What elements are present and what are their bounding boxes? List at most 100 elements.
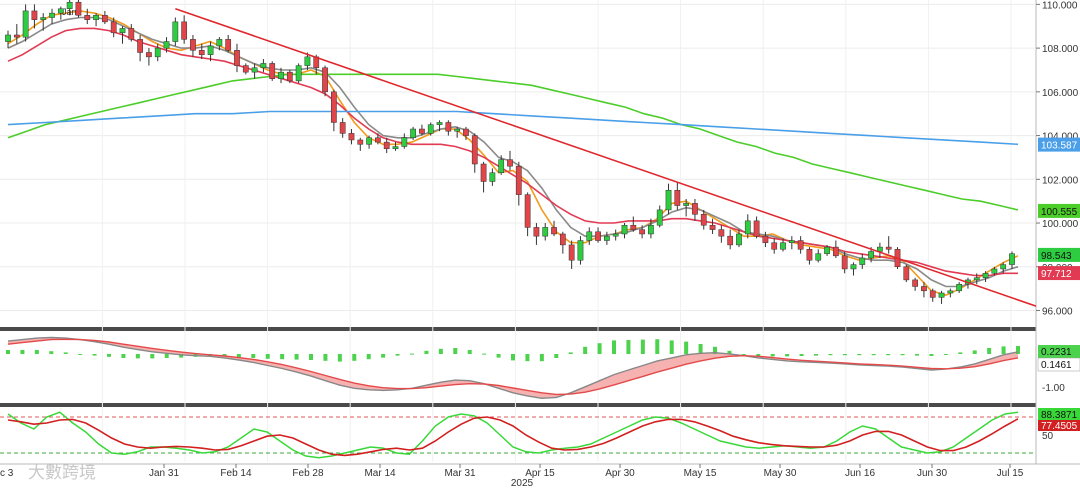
- macd-histogram-bar: [655, 339, 660, 354]
- watermark: 大數跨境: [28, 463, 96, 482]
- candle-body: [568, 244, 575, 261]
- date-tick-label-partial: Jan: [62, 7, 77, 17]
- price-tag: [1038, 266, 1080, 281]
- year-label: 2025: [511, 478, 534, 488]
- macd-histogram-bar: [554, 354, 559, 358]
- macd-histogram-bar: [323, 354, 328, 361]
- candle-body: [146, 52, 152, 58]
- candle-body: [181, 21, 188, 40]
- price-tick-label: 102.000: [1042, 175, 1079, 186]
- candle-body: [330, 91, 337, 123]
- candle-body: [718, 229, 725, 237]
- macd-histogram-bar: [467, 350, 472, 354]
- date-tick-label: Jun 30: [917, 468, 947, 479]
- candle-body: [339, 122, 346, 134]
- candle-body: [392, 146, 399, 149]
- candle-body: [709, 224, 716, 230]
- trendline: [175, 7, 1037, 307]
- macd-histogram-bar: [150, 354, 155, 359]
- macd-histogram-bar: [121, 354, 126, 358]
- candle-body: [736, 233, 742, 246]
- price-tag-label: 100.555: [1041, 207, 1078, 218]
- candle-body: [75, 1, 82, 16]
- candle-body: [498, 159, 505, 173]
- date-tick-label: Apr 15: [525, 468, 555, 479]
- macd-histogram-bar: [871, 354, 876, 356]
- candle-body: [868, 251, 874, 259]
- candle-body: [295, 65, 302, 82]
- macd-value-label: 0.2231: [1041, 347, 1072, 358]
- price-tick-label: 106.000: [1042, 88, 1079, 99]
- date-tick-label: Feb 28: [292, 468, 324, 479]
- candle-body: [278, 71, 284, 79]
- candle-body: [410, 128, 416, 139]
- macd-histogram-bar: [770, 354, 775, 357]
- macd-histogram-bar: [900, 354, 905, 356]
- macd-histogram-bar: [366, 354, 371, 360]
- candle-body: [806, 249, 813, 261]
- macd-histogram-bar: [640, 339, 645, 354]
- macd-histogram-bar: [814, 354, 818, 356]
- price-tags: 103.587 100.555 98.543 97.712: [1038, 137, 1080, 281]
- candle-body: [419, 128, 425, 134]
- macd-histogram-bar: [828, 354, 833, 356]
- price-tag-label: 98.543: [1041, 251, 1072, 262]
- macd-histogram-bar: [915, 354, 919, 356]
- date-tick-label: May 15: [684, 468, 717, 479]
- candle-body: [480, 163, 487, 182]
- candle-body: [5, 34, 11, 42]
- macd-histogram-bar: [525, 354, 530, 362]
- price-tag: [1038, 203, 1080, 218]
- candle-body: [991, 268, 998, 274]
- macd-histogram-bar: [1016, 346, 1020, 354]
- candle-body: [93, 15, 99, 20]
- moving-average-ma-blue: [7, 110, 1019, 146]
- stoch-d-tag: [1038, 420, 1080, 431]
- date-axis: c 3 Jan Jan 31 Feb 14 Feb 28 Mar 14 Mar 31 Apr …: [0, 7, 1024, 488]
- candle-body: [947, 290, 954, 294]
- macd-histogram-bar: [294, 354, 299, 360]
- macd-histogram-bar: [713, 346, 717, 354]
- candle-body: [102, 15, 108, 23]
- candle-body: [269, 63, 276, 79]
- candle-body: [824, 246, 830, 254]
- macd-panel: -1.00 0.2231 0.1461: [6, 336, 1080, 400]
- macd-tick-label: -1.00: [1042, 383, 1065, 394]
- macd-histogram-bar: [568, 352, 573, 354]
- moving-average-lines: [7, 10, 1019, 297]
- macd-histogram-bar: [309, 354, 313, 360]
- macd-histogram-bar: [929, 354, 934, 356]
- price-tick-label: 108.000: [1042, 44, 1079, 55]
- candle-body: [216, 39, 223, 47]
- stoch-k-line: [7, 411, 1019, 459]
- macd-histogram-bar: [395, 354, 400, 356]
- macd-line: [7, 336, 1019, 400]
- date-tick-label: Mar 14: [364, 468, 396, 479]
- candle-body: [577, 240, 584, 261]
- candle-body: [683, 203, 690, 206]
- macd-histogram-bar: [727, 350, 732, 354]
- candle-body: [445, 122, 452, 132]
- candle-body: [57, 8, 64, 14]
- candle-body: [436, 122, 443, 125]
- candle-body: [128, 28, 135, 40]
- macd-histogram-bar: [34, 350, 39, 354]
- macd-histogram-bar: [337, 354, 342, 362]
- candle-body: [859, 257, 866, 265]
- candle-body: [815, 253, 822, 261]
- macd-value-tag: [1037, 357, 1080, 372]
- candle-body: [533, 227, 540, 237]
- candle-body: [383, 141, 390, 149]
- candle-body: [322, 67, 328, 93]
- stoch-d-line: [7, 416, 1019, 457]
- price-tag-label: 103.587: [1041, 141, 1078, 152]
- candle-body: [207, 45, 214, 55]
- candle-body: [621, 224, 628, 235]
- candle-body: [375, 137, 381, 143]
- macd-histogram-bar: [381, 354, 386, 358]
- panel-separator: [0, 327, 1036, 331]
- candle-body: [753, 220, 760, 237]
- candle-body: [515, 165, 522, 195]
- macd-histogram-bar: [78, 354, 83, 355]
